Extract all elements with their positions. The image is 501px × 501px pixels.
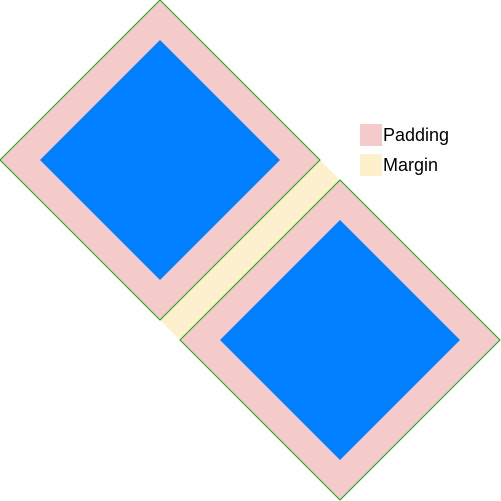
legend-item-padding: Padding: [360, 124, 490, 146]
legend-label-margin: Margin: [383, 155, 439, 175]
legend-item-margin: Margin: [360, 154, 490, 176]
margin-band: [160, 160, 340, 340]
lower-box: [179, 179, 501, 501]
padding-swatch: [360, 124, 382, 146]
legend: Padding Margin: [360, 124, 490, 184]
lower-box-content: [220, 220, 460, 460]
upper-box-content: [40, 40, 280, 280]
legend-label-padding: Padding: [383, 125, 450, 145]
margin-swatch: [360, 154, 382, 176]
upper-box: [0, 0, 321, 321]
